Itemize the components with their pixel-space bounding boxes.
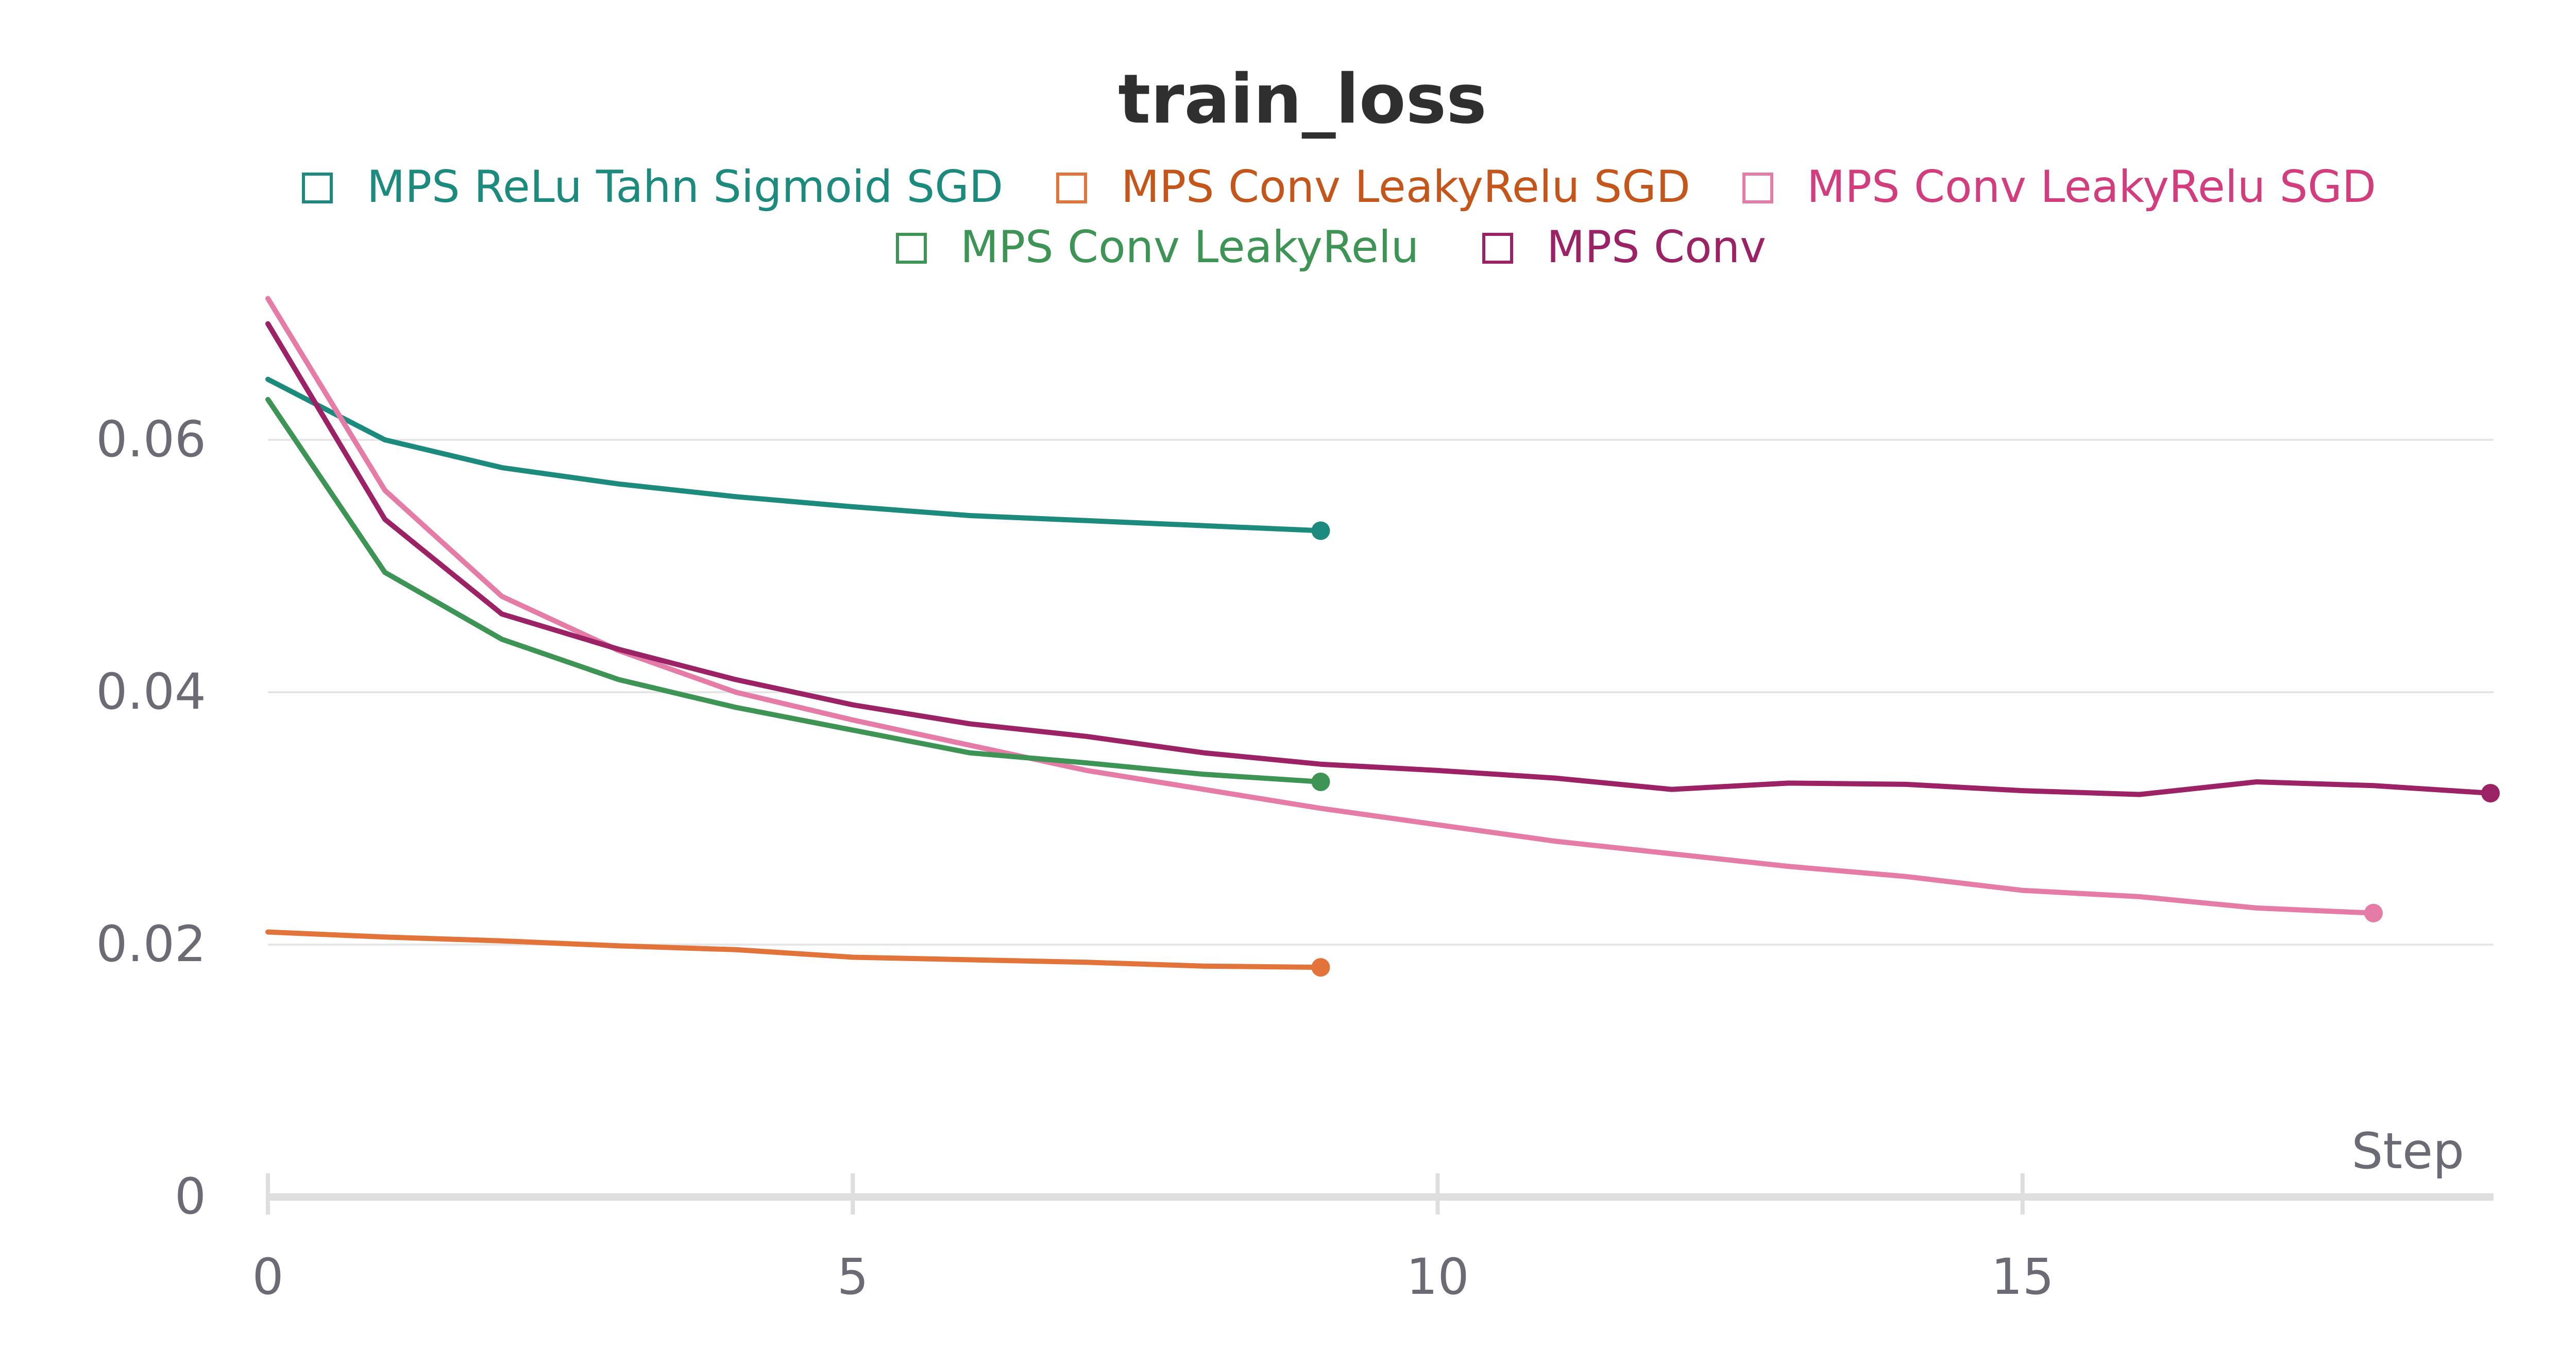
series-end-marker-3[interactable] [2364,903,2383,922]
series-line-5[interactable] [265,321,2493,797]
series-line-2[interactable] [265,929,1324,970]
y-tick-label: 0.06 [96,411,206,468]
y-tick-label: 0.04 [96,663,206,721]
legend-swatch-1[interactable] [302,173,333,203]
x-tick-label: 0 [252,1248,283,1306]
legend-label-5[interactable]: MPS Conv [1547,221,1766,273]
legend-label-1[interactable]: MPS ReLu Tahn Sigmoid SGD [367,161,1003,213]
series-line-1[interactable] [265,377,1324,534]
legend-swatch-3[interactable] [1742,173,1773,203]
series-end-marker-1[interactable] [1311,521,1330,540]
legend-label-4[interactable]: MPS Conv LeakyRelu [960,221,1419,273]
series-line-4[interactable] [265,397,1324,784]
legend: MPS ReLu Tahn Sigmoid SGD MPS Conv Leaky… [302,161,2376,273]
x-tick-label: 10 [1406,1248,1469,1306]
legend-label-3[interactable]: MPS Conv LeakyRelu SGD [1807,161,2376,213]
chart-title: train_loss [1118,60,1487,139]
y-tick-label: 0.02 [96,915,206,973]
series-end-marker-2[interactable] [1311,958,1330,977]
series-end-marker-4[interactable] [1311,772,1330,791]
series-end-marker-5[interactable] [2481,784,2500,802]
legend-swatch-5[interactable] [1482,233,1513,264]
series-lines [265,296,2500,977]
x-axis-label: Step [2351,1122,2464,1180]
x-tick-label: 5 [837,1248,869,1306]
axes: 0 0.02 0.04 0.06 0 5 10 15 [96,411,2494,1306]
x-tick-label: 15 [1991,1248,2054,1306]
legend-swatch-4[interactable] [896,233,927,264]
series-line-3[interactable] [265,296,2376,916]
legend-swatch-2[interactable] [1056,173,1087,203]
y-tick-label: 0 [175,1168,206,1225]
legend-label-2[interactable]: MPS Conv LeakyRelu SGD [1121,161,1690,213]
gridlines [268,439,2494,946]
